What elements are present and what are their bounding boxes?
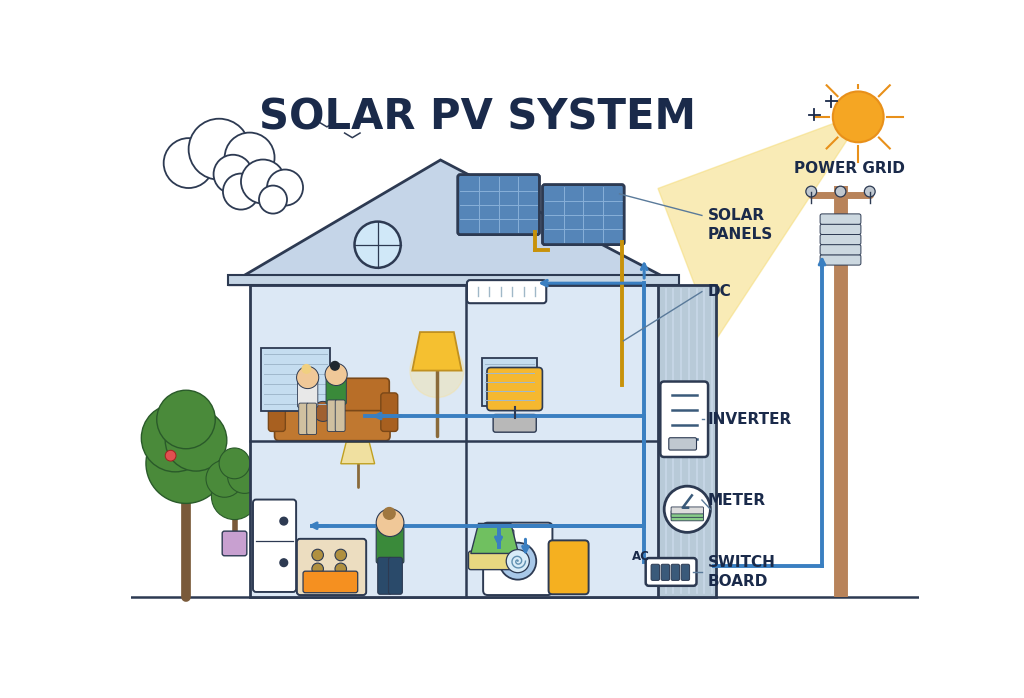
Circle shape	[335, 563, 346, 574]
FancyBboxPatch shape	[328, 400, 337, 431]
FancyBboxPatch shape	[820, 255, 861, 265]
FancyBboxPatch shape	[651, 564, 659, 581]
FancyBboxPatch shape	[378, 557, 391, 594]
Circle shape	[227, 459, 261, 493]
Circle shape	[806, 186, 816, 197]
Circle shape	[206, 460, 243, 497]
Circle shape	[141, 404, 209, 472]
Bar	[261, 348, 330, 411]
Polygon shape	[341, 443, 375, 463]
FancyBboxPatch shape	[307, 403, 316, 434]
FancyBboxPatch shape	[671, 510, 703, 517]
Circle shape	[312, 563, 324, 574]
FancyBboxPatch shape	[681, 564, 689, 581]
Circle shape	[165, 410, 226, 471]
Bar	[658, 285, 716, 597]
FancyBboxPatch shape	[543, 185, 625, 245]
Circle shape	[383, 507, 395, 519]
Circle shape	[267, 170, 303, 206]
Text: INVERTER: INVERTER	[708, 412, 793, 426]
Bar	[481, 358, 537, 406]
Bar	[228, 276, 679, 285]
FancyBboxPatch shape	[662, 564, 670, 581]
FancyBboxPatch shape	[298, 380, 317, 408]
Text: DC: DC	[708, 284, 732, 299]
Text: SWITCH
BOARD: SWITCH BOARD	[708, 555, 776, 589]
FancyBboxPatch shape	[297, 539, 367, 595]
FancyBboxPatch shape	[820, 214, 861, 224]
FancyBboxPatch shape	[671, 507, 703, 514]
Text: SOLAR
PANELS: SOLAR PANELS	[708, 207, 773, 242]
FancyBboxPatch shape	[671, 564, 680, 581]
Text: SOLAR PV SYSTEM: SOLAR PV SYSTEM	[258, 96, 695, 138]
Circle shape	[165, 450, 176, 461]
Circle shape	[410, 343, 464, 398]
Circle shape	[297, 366, 318, 389]
Circle shape	[500, 542, 537, 579]
FancyBboxPatch shape	[483, 523, 552, 595]
FancyBboxPatch shape	[820, 224, 861, 235]
FancyBboxPatch shape	[458, 174, 540, 235]
Polygon shape	[228, 160, 679, 285]
Circle shape	[376, 509, 403, 537]
Circle shape	[164, 138, 214, 188]
Circle shape	[211, 473, 258, 519]
Circle shape	[241, 160, 285, 204]
Circle shape	[335, 549, 346, 560]
FancyBboxPatch shape	[494, 415, 537, 432]
Text: METER: METER	[708, 493, 766, 507]
FancyBboxPatch shape	[376, 525, 403, 563]
Circle shape	[331, 362, 339, 370]
Circle shape	[302, 364, 310, 373]
Circle shape	[224, 133, 274, 182]
FancyBboxPatch shape	[388, 557, 402, 594]
Text: POWER GRID: POWER GRID	[795, 161, 905, 176]
Circle shape	[354, 221, 400, 268]
FancyBboxPatch shape	[487, 368, 543, 410]
Circle shape	[280, 559, 288, 567]
Bar	[250, 285, 662, 597]
FancyBboxPatch shape	[660, 382, 708, 457]
FancyBboxPatch shape	[820, 244, 861, 255]
FancyBboxPatch shape	[268, 393, 286, 431]
FancyBboxPatch shape	[299, 403, 308, 434]
FancyBboxPatch shape	[646, 558, 696, 586]
FancyBboxPatch shape	[671, 514, 703, 521]
Circle shape	[313, 401, 333, 422]
FancyBboxPatch shape	[335, 400, 345, 431]
FancyBboxPatch shape	[549, 540, 589, 594]
FancyBboxPatch shape	[253, 500, 296, 592]
FancyBboxPatch shape	[326, 377, 346, 404]
Circle shape	[280, 517, 288, 525]
Circle shape	[864, 186, 876, 197]
Circle shape	[214, 155, 252, 193]
Circle shape	[188, 119, 250, 179]
Circle shape	[146, 423, 226, 503]
Circle shape	[157, 390, 215, 449]
Polygon shape	[658, 112, 866, 340]
Circle shape	[665, 487, 711, 533]
Circle shape	[836, 186, 846, 197]
FancyBboxPatch shape	[381, 393, 397, 431]
Circle shape	[312, 549, 324, 560]
Circle shape	[219, 448, 250, 479]
FancyBboxPatch shape	[669, 438, 696, 450]
FancyBboxPatch shape	[275, 378, 389, 410]
FancyBboxPatch shape	[469, 551, 521, 570]
Polygon shape	[413, 332, 462, 371]
Circle shape	[259, 186, 287, 214]
FancyBboxPatch shape	[303, 571, 357, 593]
FancyBboxPatch shape	[467, 280, 546, 303]
FancyBboxPatch shape	[222, 531, 247, 556]
FancyBboxPatch shape	[820, 235, 861, 245]
Circle shape	[506, 549, 529, 573]
FancyBboxPatch shape	[274, 394, 390, 440]
FancyBboxPatch shape	[494, 530, 514, 540]
Text: AC: AC	[632, 550, 650, 563]
Circle shape	[325, 364, 347, 385]
Polygon shape	[471, 524, 518, 554]
Circle shape	[223, 174, 259, 209]
Circle shape	[833, 91, 884, 142]
